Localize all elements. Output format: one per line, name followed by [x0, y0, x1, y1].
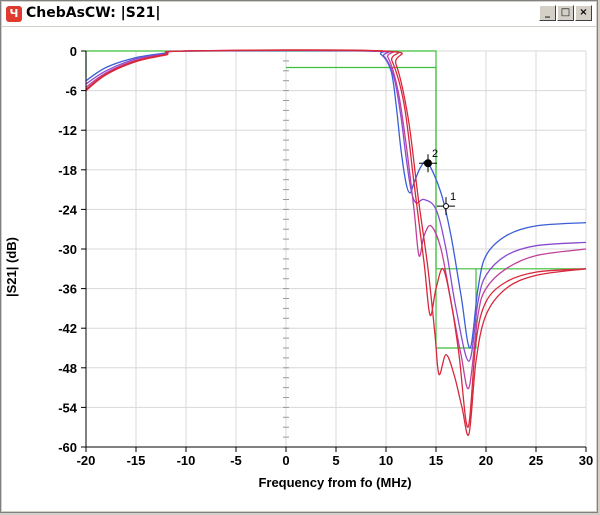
minimize-button[interactable]: _: [539, 5, 556, 21]
marker-1: 1: [437, 191, 456, 216]
close-button[interactable]: ×: [575, 5, 592, 21]
y-tick-label: -6: [65, 84, 77, 99]
y-tick-label: -60: [58, 440, 77, 455]
y-tick-label: -54: [58, 400, 78, 415]
x-tick-label: 20: [479, 453, 493, 468]
y-axis-label: |S21| (dB): [4, 237, 19, 297]
axes: 0 -6 -12 -18 -24 -30 -36 -42 -48 -54 -60-20 -15 -10 -…: [58, 44, 593, 468]
x-tick-label: 0: [282, 453, 289, 468]
maximize-button[interactable]: □: [557, 5, 574, 21]
markers: 12: [419, 148, 456, 216]
x-tick-label: 5: [332, 453, 339, 468]
x-tick-label: 10: [379, 453, 393, 468]
y-tick-label: -48: [58, 361, 77, 376]
x-tick-label: 15: [429, 453, 443, 468]
y-tick-label: -24: [58, 202, 78, 217]
y-tick-label: -18: [58, 163, 77, 178]
y-tick-label: 0: [70, 44, 77, 59]
y-tick-label: -36: [58, 282, 77, 297]
trace-5: [85, 49, 587, 436]
y-tick-label: -12: [58, 123, 77, 138]
grid: [85, 50, 587, 448]
title-bar[interactable]: Ч ChebAsCW: |S21| _ □ ×: [2, 2, 596, 26]
x-axis-label: Frequency from fo (MHz): [258, 475, 411, 490]
x-tick-label: 30: [579, 453, 593, 468]
x-tick-label: -5: [230, 453, 242, 468]
marker-dot: [424, 159, 432, 168]
x-tick-label: -20: [77, 453, 96, 468]
y-tick-label: -42: [58, 321, 77, 336]
marker-label: 1: [450, 191, 456, 203]
traces: [85, 49, 587, 436]
window-title: ChebAsCW: |S21|: [26, 5, 161, 21]
marker-2: 2: [419, 148, 438, 173]
s21-chart: 12 0-6-12-18-24-30-36-42-48-54-60-20 -15-…: [4, 44, 593, 490]
marker-dot: [443, 203, 449, 210]
x-tick-label: 25: [529, 453, 543, 468]
x-tick-label: -15: [127, 453, 146, 468]
y-tick-label: -30: [58, 242, 77, 257]
marker-label: 2: [432, 148, 438, 160]
app-logo-icon[interactable]: Ч: [6, 6, 22, 22]
x-tick-label: -10: [177, 453, 196, 468]
